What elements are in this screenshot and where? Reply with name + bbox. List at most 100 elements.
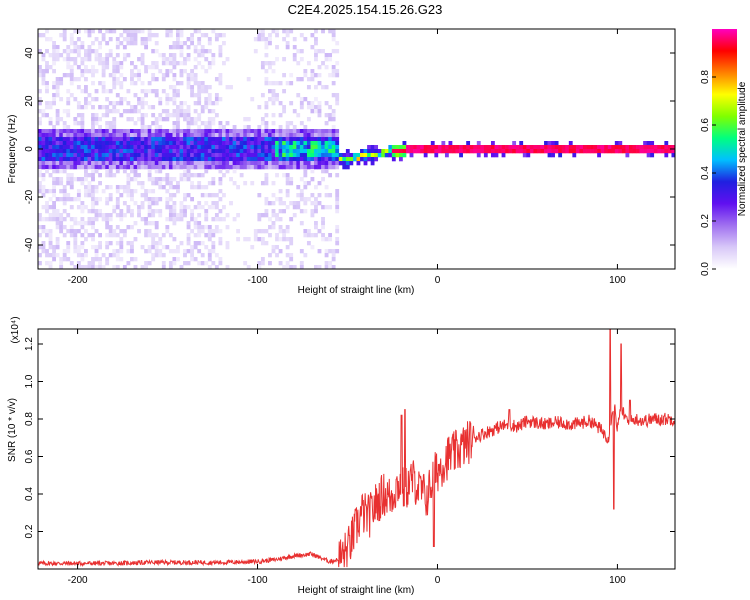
heatmap-cell <box>158 213 163 218</box>
heatmap-cell <box>179 45 184 50</box>
heatmap-cell <box>126 205 131 210</box>
heatmap-cell <box>211 161 216 166</box>
heatmap-cell <box>282 153 287 158</box>
heatmap-cell <box>38 161 42 166</box>
heatmap-cell <box>331 65 336 70</box>
heatmap-cell <box>98 265 102 269</box>
heatmap-cell <box>271 181 276 186</box>
heatmap-cell <box>119 145 124 150</box>
heatmap-cell <box>331 153 336 158</box>
heatmap-cell <box>568 145 573 150</box>
heatmap-cell <box>119 229 124 234</box>
heatmap-cell <box>225 213 230 218</box>
heatmap-cell <box>140 61 145 66</box>
heatmap-cell <box>526 145 531 150</box>
heatmap-cell <box>314 133 318 138</box>
heatmap-cell <box>115 201 120 206</box>
heatmap-cell <box>193 245 198 250</box>
heatmap-cell <box>476 145 481 150</box>
heatmap-cell <box>137 213 141 218</box>
heatmap-cell <box>480 149 485 154</box>
heatmap-cell <box>137 57 141 62</box>
heatmap-cell <box>66 153 71 158</box>
heatmap-cell <box>292 145 297 150</box>
heatmap-cell <box>94 117 99 122</box>
heatmap-cell <box>101 213 106 218</box>
heatmap-cell <box>324 129 329 134</box>
heatmap-cell <box>260 29 265 34</box>
heatmap-cell <box>115 65 120 70</box>
heatmap-cell <box>101 65 106 70</box>
heatmap-cell <box>172 97 177 102</box>
heatmap-cell <box>101 189 106 194</box>
heatmap-cell <box>73 217 78 222</box>
heatmap-cell <box>314 145 318 150</box>
heatmap-cell <box>105 109 110 114</box>
heatmap-cell <box>115 129 120 134</box>
spectrogram-y-label: Frequency (Hz) <box>7 115 18 184</box>
heatmap-cell <box>264 125 269 130</box>
heatmap-cell <box>321 225 325 230</box>
heatmap-cell <box>593 149 598 154</box>
heatmap-cell <box>140 137 145 142</box>
heatmap-cell <box>299 153 304 158</box>
heatmap-cell <box>572 145 577 150</box>
heatmap-cell <box>211 145 216 150</box>
x-tick-label: 100 <box>609 275 626 286</box>
heatmap-cell <box>176 141 180 146</box>
heatmap-cell <box>137 205 141 210</box>
heatmap-cell <box>186 125 191 130</box>
heatmap-cell <box>66 97 71 102</box>
heatmap-cell <box>130 149 134 154</box>
heatmap-cell <box>487 149 492 154</box>
heatmap-cell <box>533 149 538 154</box>
heatmap-cell <box>271 213 276 218</box>
heatmap-cell <box>253 137 258 142</box>
heatmap-cell <box>172 193 177 198</box>
heatmap-cell <box>144 221 149 226</box>
heatmap-cell <box>122 153 127 158</box>
heatmap-cell <box>494 145 499 150</box>
heatmap-cell <box>108 145 113 150</box>
spectrogram-cells <box>38 29 675 269</box>
heatmap-cell <box>101 37 106 42</box>
heatmap-cell <box>190 173 195 178</box>
heatmap-cell <box>193 161 198 166</box>
heatmap-cell <box>179 49 184 54</box>
heatmap-cell <box>130 81 134 86</box>
heatmap-cell <box>243 261 248 266</box>
heatmap-cell <box>87 141 92 146</box>
heatmap-cell <box>73 29 78 34</box>
heatmap-cell <box>232 133 237 138</box>
y-tick-label: 0.2 <box>24 524 35 538</box>
heatmap-cell <box>62 121 67 126</box>
heatmap-cell <box>299 193 304 198</box>
heatmap-cell <box>303 137 308 142</box>
heatmap-cell <box>278 149 283 154</box>
heatmap-cell <box>207 249 212 254</box>
heatmap-cell <box>87 193 92 198</box>
heatmap-cell <box>200 53 205 58</box>
heatmap-cell <box>105 201 110 206</box>
heatmap-cell <box>112 121 117 126</box>
heatmap-cell <box>303 209 308 214</box>
heatmap-cell <box>260 149 265 154</box>
heatmap-cell <box>264 81 269 86</box>
heatmap-cell <box>289 101 294 106</box>
heatmap-cell <box>94 165 99 170</box>
heatmap-cell <box>66 133 71 138</box>
heatmap-cell <box>250 141 255 146</box>
heatmap-cell <box>310 213 315 218</box>
heatmap-cell <box>91 165 95 170</box>
heatmap-cell <box>45 65 49 70</box>
heatmap-cell <box>239 153 244 158</box>
heatmap-cell <box>133 81 138 86</box>
heatmap-cell <box>151 105 156 110</box>
heatmap-cell <box>108 185 113 190</box>
heatmap-cell <box>168 249 173 254</box>
heatmap-cell <box>363 153 368 158</box>
heatmap-cell <box>62 73 67 78</box>
heatmap-cell <box>285 193 290 198</box>
heatmap-cell <box>303 161 308 166</box>
heatmap-cell <box>115 169 120 174</box>
